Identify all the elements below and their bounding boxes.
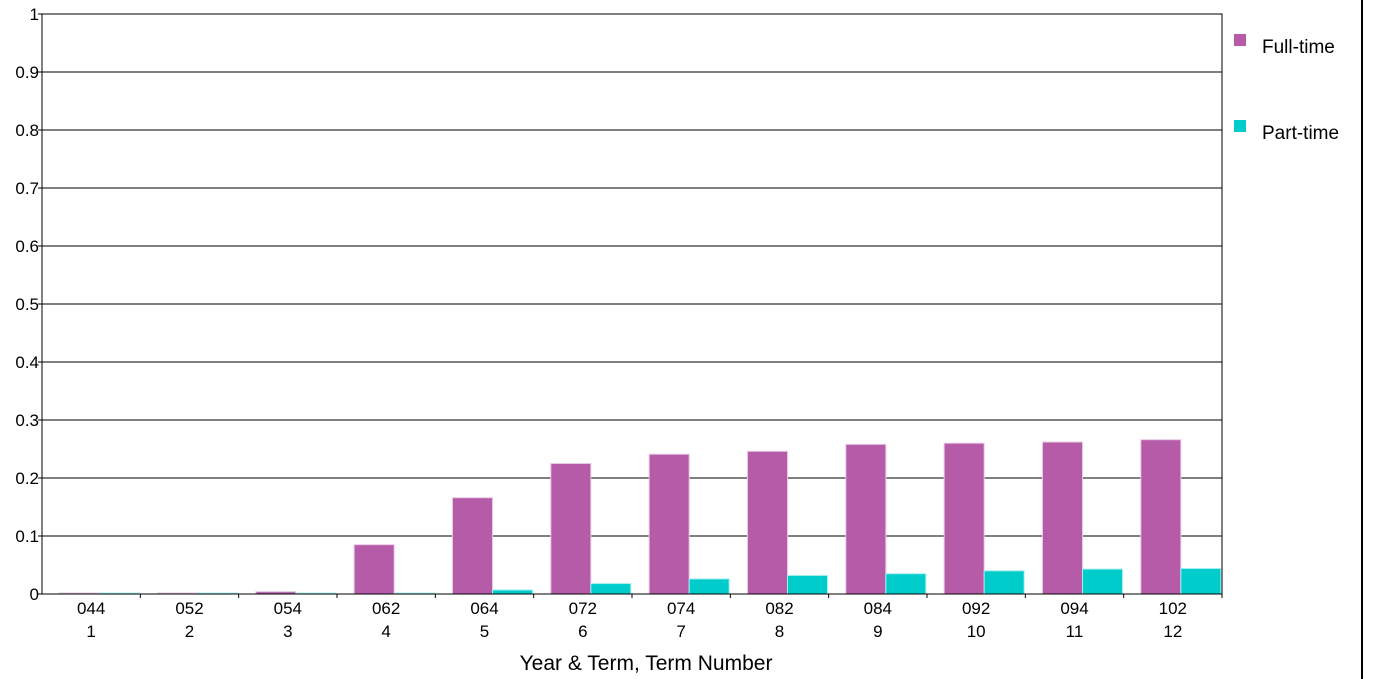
x-tick-label-number: 9 (873, 622, 882, 641)
x-tick-label-term: 054 (274, 599, 302, 618)
axes (41, 14, 1222, 595)
panel-border (1361, 0, 1363, 679)
axis-labels: 0 0.1 0.2 0.3 0.4 0.5 0.6 0.7 0.8 0.9 1 044 1 052 2 054… (15, 5, 1187, 641)
x-tick-label-number: 3 (283, 622, 292, 641)
x-tick-label-number: 8 (775, 622, 784, 641)
bar-part-time-7 (688, 578, 730, 595)
bar-part-time-12 (1180, 567, 1222, 595)
bar-part-time-5 (492, 589, 533, 595)
x-tick-label-term: 052 (175, 599, 203, 618)
y-tick-label: 1 (30, 5, 39, 24)
y-tick-label: 0.4 (15, 353, 39, 372)
x-tick-label-term: 064 (470, 599, 498, 618)
y-tick-label: 0.2 (15, 469, 39, 488)
y-tick-label: 0.9 (15, 63, 39, 82)
legend-label-full-time: Full-time (1262, 37, 1335, 58)
x-axis-title: Year & Term, Term Number (520, 652, 773, 675)
y-tick-label: 0.3 (15, 411, 39, 430)
x-tick-label-number: 10 (967, 622, 986, 641)
y-tick-label: 0 (30, 585, 39, 604)
bar-part-time-6 (590, 583, 632, 595)
bar-full-time-4 (353, 544, 395, 595)
bar-full-time-9 (845, 443, 887, 595)
bar-full-time-11 (1042, 441, 1083, 595)
x-tick-label-number: 5 (480, 622, 489, 641)
legend: Full-time Part-time (1234, 34, 1339, 144)
x-tick-label-term: 044 (77, 599, 105, 618)
y-tick-label: 0.6 (15, 237, 39, 256)
x-tick-label-term: 092 (962, 599, 990, 618)
bar-full-time-10 (943, 442, 985, 595)
x-tick-label-term: 072 (569, 599, 597, 618)
x-tick-label-number: 1 (86, 622, 95, 641)
y-tick-label: 0.5 (15, 295, 39, 314)
x-tick-label-term: 082 (765, 599, 793, 618)
x-tick-label-number: 2 (185, 622, 194, 641)
legend-label-part-time: Part-time (1262, 123, 1339, 144)
x-tick-label-term: 084 (864, 599, 892, 618)
x-tick-label-term: 062 (372, 599, 400, 618)
bar-full-time-7 (648, 453, 690, 595)
bar-part-time-11 (1082, 568, 1123, 595)
bar-full-time-8 (747, 450, 788, 595)
bar-full-time-6 (550, 463, 592, 595)
y-tick-label: 0.8 (15, 121, 39, 140)
bar-full-time-12 (1140, 439, 1182, 595)
x-tick-label-term: 102 (1159, 599, 1187, 618)
x-tick-label-number: 6 (578, 622, 587, 641)
legend-swatch-part-time (1234, 120, 1246, 132)
bars (58, 439, 1222, 595)
x-tick-label-number: 12 (1163, 622, 1182, 641)
legend-swatch-full-time (1234, 34, 1246, 46)
x-tick-label-number: 11 (1066, 622, 1084, 641)
x-tick-label-number: 7 (676, 622, 685, 641)
gridlines (38, 13, 1223, 598)
y-tick-label: 0.1 (15, 527, 39, 546)
bar-full-time-5 (452, 497, 493, 595)
x-tick-label-number: 4 (381, 622, 390, 641)
x-tick-label-term: 094 (1060, 599, 1088, 618)
y-tick-label: 0.7 (15, 179, 39, 198)
bar-part-time-9 (885, 573, 927, 595)
x-tick-label-term: 074 (667, 599, 695, 618)
bar-part-time-8 (787, 574, 828, 595)
bar-part-time-10 (983, 570, 1025, 595)
